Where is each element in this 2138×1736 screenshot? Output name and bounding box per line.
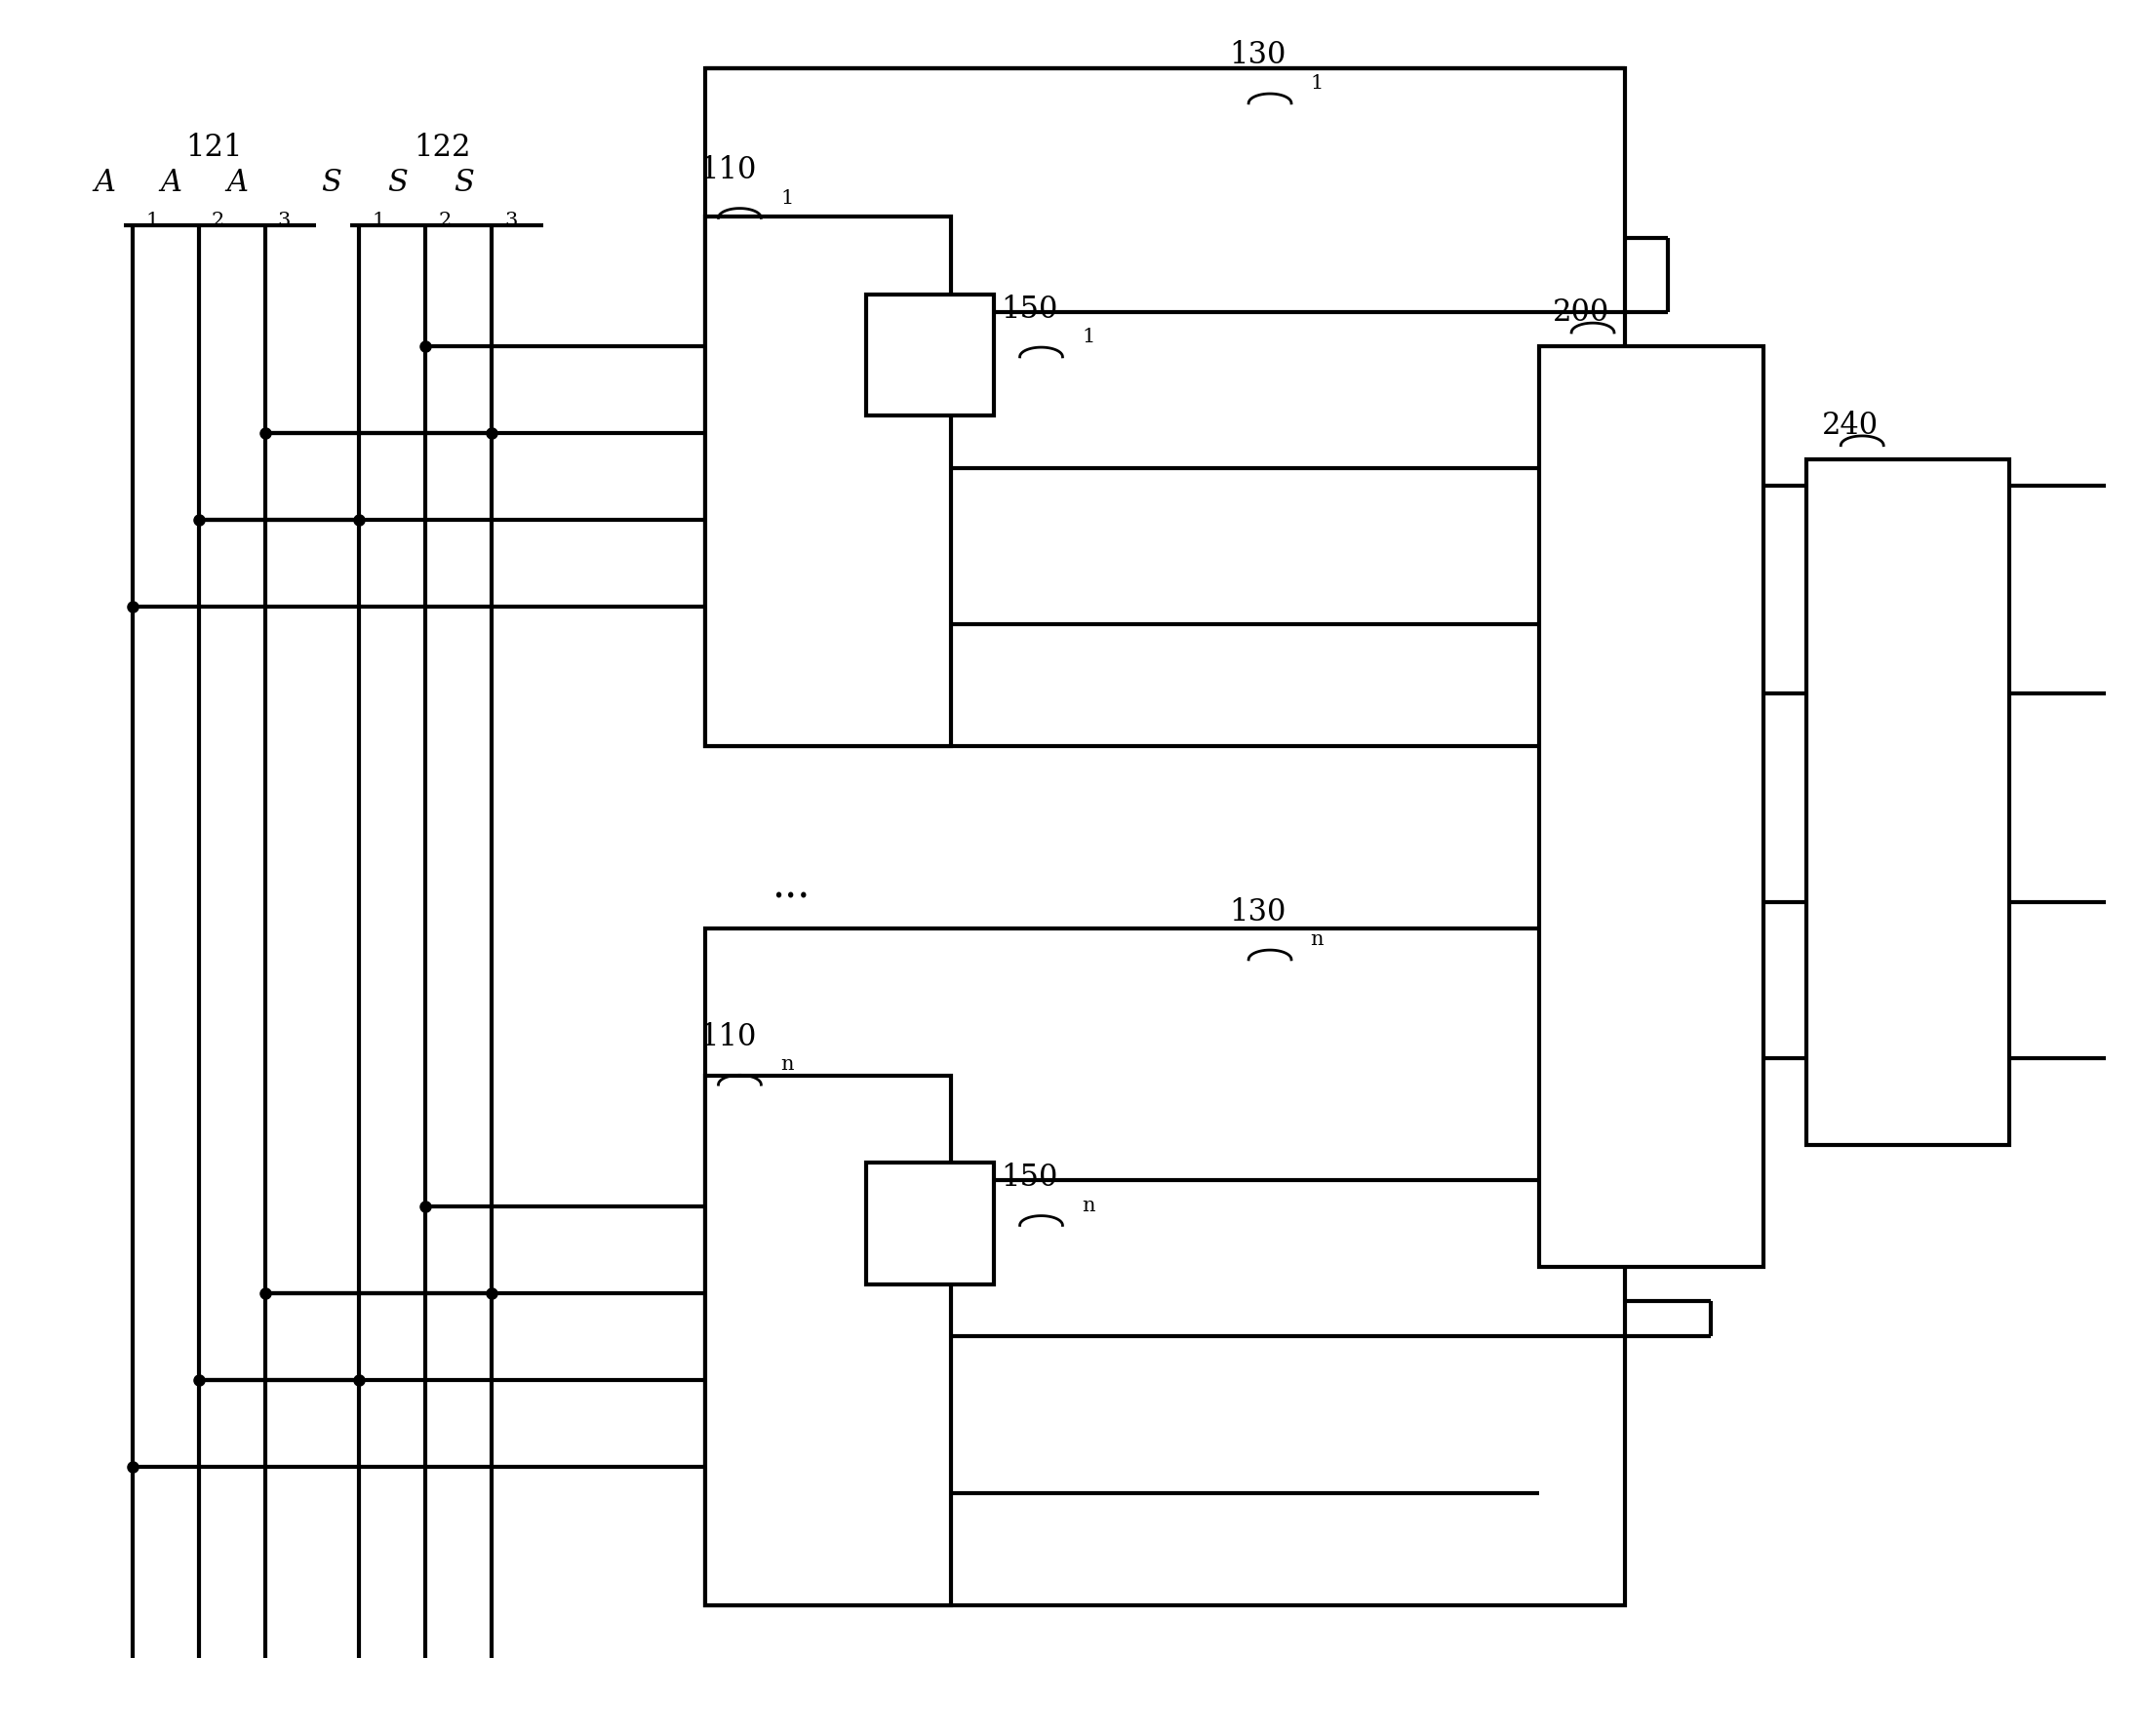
Bar (1807, 460, 2010, 1146)
Text: 150: 150 (1001, 293, 1058, 325)
Text: 121: 121 (186, 132, 242, 163)
Text: 2: 2 (438, 212, 451, 229)
Text: 130: 130 (1229, 896, 1287, 927)
Text: 240: 240 (1822, 410, 1879, 441)
Text: A: A (160, 167, 182, 198)
Text: 1: 1 (372, 212, 385, 229)
Text: S: S (453, 167, 475, 198)
Text: A: A (227, 167, 248, 198)
Text: 122: 122 (415, 132, 470, 163)
Bar (706, 69, 1625, 746)
Text: 3: 3 (505, 212, 517, 229)
Bar (866, 295, 994, 417)
Bar (866, 1163, 994, 1285)
Bar (706, 929, 1625, 1606)
Text: 1: 1 (1311, 75, 1323, 92)
Text: S: S (321, 167, 342, 198)
Text: 130: 130 (1229, 40, 1287, 71)
Text: 110: 110 (699, 155, 757, 186)
Text: 1: 1 (780, 189, 793, 207)
Bar (706, 217, 951, 746)
Text: 3: 3 (278, 212, 291, 229)
Text: A: A (94, 167, 115, 198)
Text: 110: 110 (699, 1021, 757, 1052)
Text: 200: 200 (1552, 297, 1610, 328)
Text: 150: 150 (1001, 1161, 1058, 1193)
Text: 2: 2 (212, 212, 224, 229)
Text: n: n (780, 1055, 793, 1073)
Text: n: n (1082, 1196, 1095, 1213)
Bar (706, 1076, 951, 1606)
Text: n: n (1311, 930, 1323, 948)
Text: 1: 1 (1082, 328, 1095, 345)
Bar (1539, 347, 1764, 1267)
Text: 1: 1 (145, 212, 158, 229)
Text: S: S (387, 167, 408, 198)
Text: ...: ... (772, 865, 810, 906)
